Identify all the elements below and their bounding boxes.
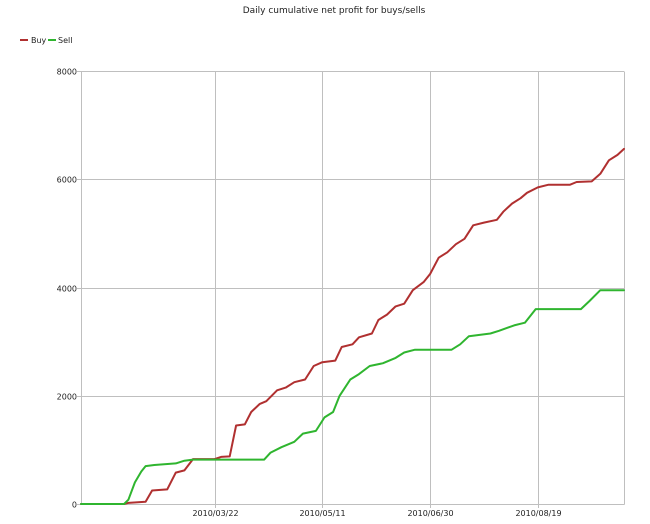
- x-tick-label-2010/06/30: 2010/06/30: [407, 509, 453, 518]
- x-tick-label-2010/05/11: 2010/05/11: [299, 509, 345, 518]
- y-tick-label-4000: 4000: [57, 285, 77, 294]
- legend-item-sell[interactable]: Sell: [48, 36, 72, 45]
- y-tick-label-6000: 6000: [57, 176, 77, 185]
- series-line-buy: [80, 147, 625, 505]
- y-tick-label-8000: 8000: [57, 68, 77, 77]
- y-tick-label-0: 0: [72, 501, 77, 510]
- x-tick-label-2010/08/19: 2010/08/19: [515, 509, 561, 518]
- y-tick-label-2000: 2000: [57, 393, 77, 402]
- chart-title: Daily cumulative net profit for buys/sel…: [243, 6, 426, 16]
- legend-label-sell: Sell: [58, 36, 72, 45]
- series-line-sell: [80, 289, 625, 505]
- axis-layer: 0 2000 4000 6000 8000 2010/03/22 2010/05/11 201…: [57, 68, 625, 518]
- chart-legend: Buy Sell: [20, 36, 72, 45]
- legend-item-buy[interactable]: Buy: [20, 36, 47, 45]
- series-layer: [80, 147, 625, 505]
- legend-label-buy: Buy: [31, 36, 47, 45]
- x-tick-label-2010/03/22: 2010/03/22: [192, 509, 238, 518]
- grid-layer: [81, 71, 624, 504]
